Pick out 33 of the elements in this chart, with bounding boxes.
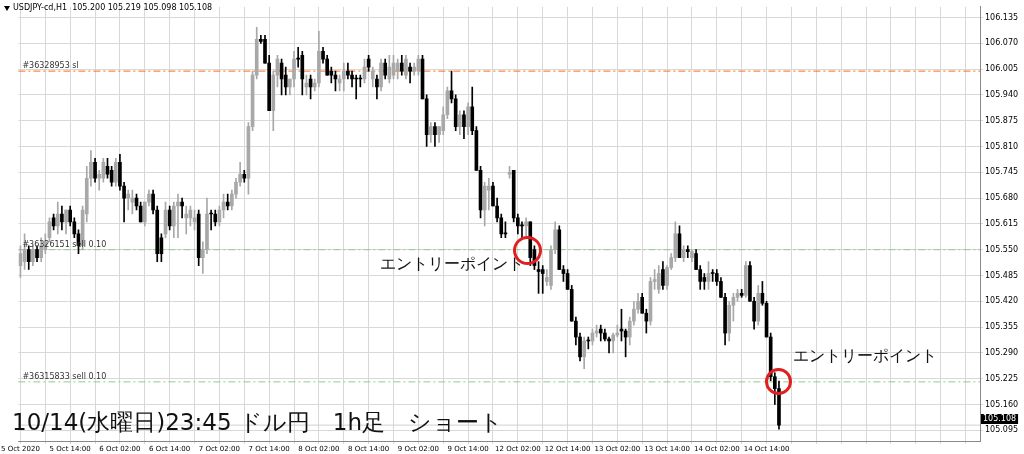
annotation: エントリーポイント — [793, 346, 937, 365]
y-tick-label: 105.225 — [985, 373, 1019, 383]
candlestick — [180, 197, 184, 219]
annotation: 10/14(水曜日)23:45 ドル円 1h足 ショート — [12, 409, 504, 435]
candlestick — [184, 205, 189, 235]
ref-line-label: 105.108 — [983, 414, 1017, 424]
chart-title: USDJPY-cd,H1 105.200 105.219 105.098 105.108 — [13, 3, 213, 12]
ref-line-label: #36328953 sl — [22, 61, 79, 71]
y-tick-label: 106.005 — [985, 64, 1019, 74]
y-tick-label: 105.160 — [985, 399, 1019, 409]
y-tick-label: 105.875 — [985, 115, 1019, 125]
ref-line-label: #36326151 sell 0.10 — [22, 239, 107, 249]
candlestick — [685, 245, 690, 258]
candlestick — [487, 177, 491, 211]
y-tick-label: 105.680 — [985, 193, 1019, 203]
y-tick-label: 105.745 — [985, 167, 1019, 177]
y-tick-label: 105.615 — [985, 218, 1019, 228]
y-tick-label: 106.135 — [985, 12, 1019, 22]
y-tick-label: 105.355 — [985, 322, 1019, 332]
y-tick-label: 105.485 — [985, 270, 1019, 280]
y-tick-label: 105.810 — [985, 141, 1019, 151]
candlestick — [126, 189, 131, 211]
candlestick — [408, 62, 412, 84]
y-tick-label: 105.290 — [985, 347, 1019, 357]
y-tick-label: 105.940 — [985, 89, 1019, 99]
y-tick-label: 105.420 — [985, 296, 1019, 306]
y-tick-label: 106.070 — [985, 38, 1019, 48]
ref-line-label: #36315833 sell 0.10 — [22, 371, 107, 381]
candlestick — [176, 193, 180, 239]
annotation: エントリーポイント — [380, 254, 524, 273]
y-tick-label: 105.095 — [985, 425, 1019, 435]
candlestick — [540, 265, 545, 294]
y-tick-label: 105.550 — [985, 244, 1019, 254]
